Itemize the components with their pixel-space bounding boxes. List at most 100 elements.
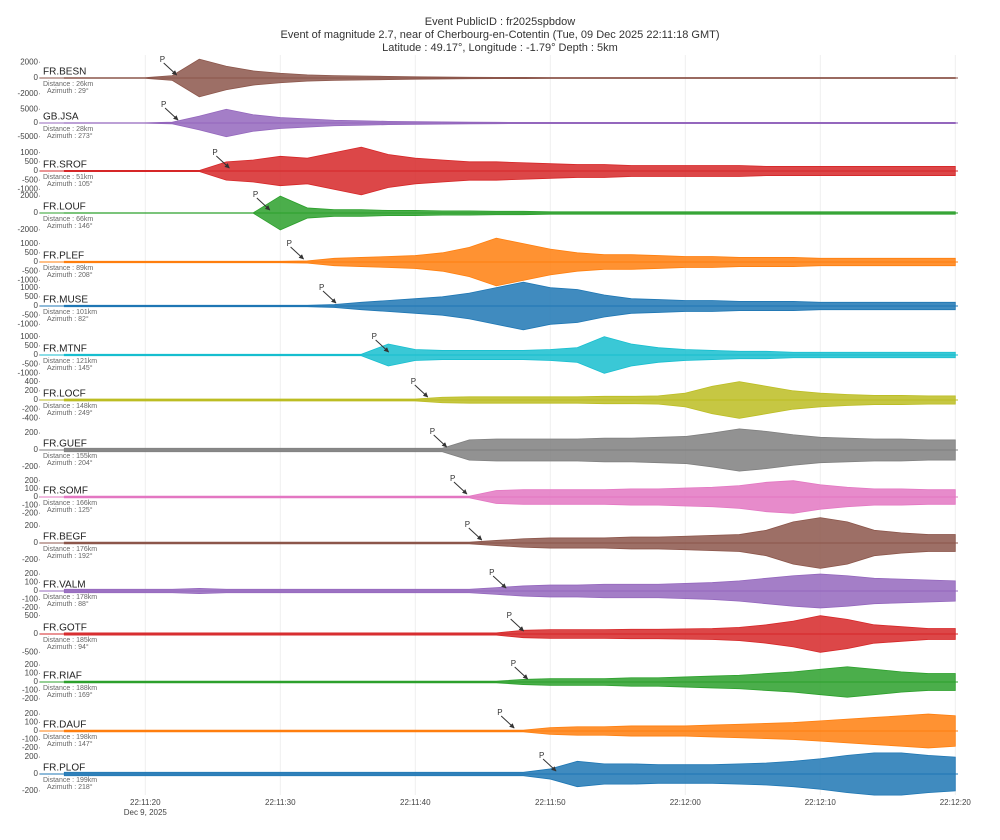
trace-envelope-upper xyxy=(63,713,956,732)
pick-label: P xyxy=(212,148,217,157)
station-name: FR.VALM xyxy=(43,580,86,591)
y-tick-label: -500 xyxy=(22,359,39,368)
y-tick-label: 1000 xyxy=(20,283,38,292)
y-tick-label: -1000 xyxy=(18,275,39,284)
trace-envelope-upper xyxy=(63,573,956,592)
x-tick-label: 22:11:50 xyxy=(535,798,566,807)
x-tick-label: 22:12:00 xyxy=(670,798,702,807)
trace-envelope-lower xyxy=(63,496,956,514)
y-tick-label: 1000 xyxy=(20,239,38,248)
trace-envelope-upper xyxy=(63,428,956,451)
y-tick-label: 500 xyxy=(25,611,39,620)
y-tick-label: 0 xyxy=(34,350,39,359)
y-tick-label: -200 xyxy=(22,508,39,517)
pick-arrow xyxy=(510,618,525,632)
y-tick-label: -2000 xyxy=(18,225,39,234)
y-tick-label: 2000 xyxy=(20,57,38,66)
trace-envelope-upper xyxy=(63,381,956,401)
station-distance: Distance : 185km xyxy=(43,637,97,644)
x-tick-label: 22:11:40 xyxy=(400,798,431,807)
y-tick-label: 200 xyxy=(25,569,39,578)
station-name: FR.LOCF xyxy=(43,389,86,400)
pick-label: P xyxy=(465,520,470,529)
y-tick-label: 0 xyxy=(34,445,39,454)
y-tick-label: -100 xyxy=(22,686,39,695)
pick-label: P xyxy=(507,611,512,620)
y-tick-label: 1000 xyxy=(20,332,38,341)
station-distance: Distance : 51km xyxy=(43,174,93,181)
grid: 22:11:20 22:11:30 22:11:40 22:11:50 22:12:00… xyxy=(124,55,972,817)
y-tick-label: 0 xyxy=(34,257,39,266)
station-name: FR.GOTF xyxy=(43,623,87,634)
station-distance: Distance : 26km xyxy=(43,81,93,88)
y-tick-label: -1000 xyxy=(18,368,39,377)
station-azimuth: Azimuth : 146° xyxy=(47,222,93,230)
trace-envelope-upper xyxy=(63,108,956,124)
station-distance: Distance : 188km xyxy=(43,685,97,692)
y-tick-label: -200 xyxy=(22,694,39,703)
station-azimuth: Azimuth : 88° xyxy=(47,600,89,608)
station-azimuth: Azimuth : 273° xyxy=(47,132,93,140)
y-tick-label: 0 xyxy=(34,677,39,686)
y-tick-label: -200 xyxy=(22,786,39,795)
station-azimuth: Azimuth : 208° xyxy=(47,271,93,279)
trace-envelope-lower xyxy=(63,449,956,472)
station-distance: Distance : 166km xyxy=(43,500,97,507)
pick-arrow xyxy=(514,666,529,680)
trace-envelope-lower xyxy=(63,399,956,419)
pick-arrow xyxy=(256,197,271,211)
y-tick-label: -500 xyxy=(22,647,39,656)
trace-envelope-upper xyxy=(63,195,956,214)
station-name: FR.PLOF xyxy=(43,763,85,774)
y-tick-label: -500 xyxy=(22,310,39,319)
station-azimuth: Azimuth : 125° xyxy=(47,506,93,514)
station-azimuth: Azimuth : 94° xyxy=(47,643,89,651)
pick-label: P xyxy=(430,427,435,436)
y-tick-label: -1000 xyxy=(18,184,39,193)
y-tick-label: -500 xyxy=(22,266,39,275)
station-distance: Distance : 28km xyxy=(43,126,93,133)
pick-arrow xyxy=(164,107,179,121)
trace-envelope-upper xyxy=(63,146,956,172)
y-tick-label: -200 xyxy=(22,404,39,413)
pick-label: P xyxy=(497,708,502,717)
title-line: Event of magnitude 2.7, near of Cherbour… xyxy=(280,29,719,41)
trace-envelope-lower xyxy=(63,681,956,698)
trace-envelope-lower xyxy=(63,354,956,374)
y-tick-label: 500 xyxy=(25,341,39,350)
y-tick-label: 100 xyxy=(25,578,39,587)
y-tick-label: 0 xyxy=(34,166,39,175)
station-distance: Distance : 178km xyxy=(43,594,97,601)
pick-arrow xyxy=(500,715,515,729)
station-azimuth: Azimuth : 249° xyxy=(47,409,93,417)
station-name: FR.MUSE xyxy=(43,295,88,306)
pick-label: P xyxy=(450,474,455,483)
station-distance: Distance : 89km xyxy=(43,265,93,272)
trace-envelope-lower xyxy=(63,542,956,569)
y-tick-label: 0 xyxy=(34,301,39,310)
pick-arrow xyxy=(163,62,178,76)
y-tick-label: 500 xyxy=(25,292,39,301)
y-tick-label: 200 xyxy=(25,521,39,530)
y-tick-label: 100 xyxy=(25,484,39,493)
y-tick-label: 0 xyxy=(34,118,39,127)
trace-envelope-upper xyxy=(63,517,956,544)
pick-arrow xyxy=(542,758,557,772)
y-tick-label: 0 xyxy=(34,208,39,217)
pick-arrow xyxy=(216,155,230,169)
pick-label: P xyxy=(372,332,377,341)
y-tick-label: 200 xyxy=(25,709,39,718)
station-distance: Distance : 198km xyxy=(43,734,97,741)
pick-arrow xyxy=(453,481,468,495)
x-tick-label: 22:12:20 xyxy=(940,798,972,807)
pick-arrow xyxy=(468,527,483,541)
y-tick-label: 2000 xyxy=(20,191,38,200)
station-name: FR.SROF xyxy=(43,160,87,171)
trace-envelope-lower xyxy=(63,77,956,98)
trace-envelope-upper xyxy=(63,752,956,775)
y-tick-label: -2000 xyxy=(18,89,39,98)
y-tick-label: -5000 xyxy=(18,132,39,141)
station-azimuth: Azimuth : 204° xyxy=(47,459,93,467)
y-tick-label: -500 xyxy=(22,175,39,184)
pick-label: P xyxy=(489,568,494,577)
